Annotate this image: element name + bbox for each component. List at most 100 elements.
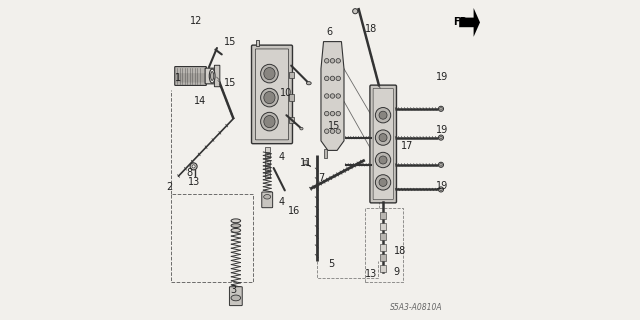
- Ellipse shape: [440, 164, 442, 166]
- Text: 19: 19: [435, 180, 448, 191]
- Text: 17: 17: [401, 140, 413, 151]
- Ellipse shape: [300, 127, 303, 130]
- Ellipse shape: [211, 72, 214, 80]
- Ellipse shape: [375, 152, 390, 168]
- FancyBboxPatch shape: [214, 65, 220, 87]
- Circle shape: [330, 76, 335, 81]
- FancyBboxPatch shape: [370, 85, 397, 203]
- Bar: [265, 160, 270, 165]
- Ellipse shape: [231, 219, 241, 223]
- Circle shape: [336, 111, 340, 116]
- Bar: [289, 94, 294, 101]
- Text: 4: 4: [278, 152, 285, 162]
- Circle shape: [324, 94, 329, 98]
- Ellipse shape: [440, 108, 442, 110]
- Text: 6: 6: [326, 27, 333, 37]
- Bar: [380, 212, 387, 219]
- Circle shape: [330, 111, 335, 116]
- FancyBboxPatch shape: [262, 192, 273, 208]
- Ellipse shape: [307, 82, 311, 85]
- Ellipse shape: [264, 68, 275, 80]
- FancyBboxPatch shape: [255, 49, 289, 140]
- Ellipse shape: [192, 165, 195, 168]
- Ellipse shape: [379, 156, 387, 164]
- Circle shape: [336, 94, 340, 98]
- Ellipse shape: [375, 108, 390, 123]
- Bar: [265, 153, 270, 158]
- Ellipse shape: [375, 175, 390, 190]
- FancyBboxPatch shape: [205, 68, 216, 84]
- Bar: [303, 160, 307, 164]
- Text: 7: 7: [319, 172, 324, 183]
- Text: 4: 4: [278, 196, 285, 207]
- Ellipse shape: [231, 224, 241, 228]
- Ellipse shape: [440, 188, 442, 191]
- Text: 15: 15: [328, 121, 340, 132]
- Polygon shape: [460, 8, 480, 37]
- Ellipse shape: [260, 64, 278, 83]
- Text: 8: 8: [186, 168, 193, 178]
- FancyBboxPatch shape: [230, 287, 243, 306]
- Text: 3: 3: [230, 284, 237, 295]
- Text: 18: 18: [365, 24, 378, 34]
- Circle shape: [324, 59, 329, 63]
- FancyBboxPatch shape: [175, 67, 206, 85]
- Text: 19: 19: [435, 72, 448, 82]
- Bar: [380, 233, 387, 240]
- Ellipse shape: [440, 136, 442, 139]
- Ellipse shape: [260, 88, 278, 107]
- Text: 2: 2: [166, 182, 172, 192]
- Text: 10: 10: [280, 88, 292, 98]
- Text: 15: 15: [223, 78, 236, 88]
- Text: 19: 19: [435, 124, 448, 135]
- Bar: [289, 72, 294, 78]
- Text: 14: 14: [194, 96, 206, 106]
- Ellipse shape: [190, 163, 197, 170]
- Ellipse shape: [260, 112, 278, 131]
- Ellipse shape: [231, 295, 241, 301]
- Bar: [324, 149, 327, 158]
- Ellipse shape: [379, 179, 387, 186]
- Text: 5: 5: [328, 259, 334, 269]
- Ellipse shape: [231, 228, 241, 232]
- Ellipse shape: [264, 195, 271, 199]
- Bar: [265, 172, 270, 178]
- Ellipse shape: [353, 9, 358, 14]
- Circle shape: [330, 94, 335, 98]
- Ellipse shape: [264, 116, 275, 128]
- Text: S5A3-A0810A: S5A3-A0810A: [390, 303, 442, 312]
- Circle shape: [336, 129, 340, 133]
- FancyBboxPatch shape: [373, 88, 393, 200]
- Circle shape: [336, 59, 340, 63]
- Bar: [265, 147, 270, 152]
- Bar: [380, 254, 387, 261]
- Polygon shape: [321, 42, 344, 150]
- Ellipse shape: [438, 162, 444, 167]
- Text: 16: 16: [287, 206, 300, 216]
- Bar: [380, 223, 387, 230]
- Ellipse shape: [438, 106, 444, 111]
- Bar: [289, 117, 294, 123]
- Bar: [380, 244, 387, 251]
- Ellipse shape: [379, 134, 387, 141]
- FancyBboxPatch shape: [252, 45, 292, 144]
- Text: 15: 15: [223, 36, 236, 47]
- Ellipse shape: [375, 130, 390, 145]
- Ellipse shape: [379, 111, 387, 119]
- Bar: [380, 265, 387, 272]
- Text: 9: 9: [394, 267, 400, 277]
- Bar: [256, 40, 259, 46]
- Bar: [265, 166, 270, 171]
- Text: 18: 18: [394, 246, 406, 256]
- Circle shape: [330, 59, 335, 63]
- Circle shape: [324, 111, 329, 116]
- Text: 12: 12: [189, 16, 202, 26]
- Text: 13: 13: [188, 177, 200, 188]
- FancyBboxPatch shape: [175, 73, 206, 83]
- Text: FR.: FR.: [453, 17, 471, 28]
- Circle shape: [324, 76, 329, 81]
- Text: 1: 1: [175, 73, 180, 84]
- Ellipse shape: [438, 135, 444, 140]
- Ellipse shape: [209, 69, 215, 83]
- Text: 11: 11: [300, 158, 312, 168]
